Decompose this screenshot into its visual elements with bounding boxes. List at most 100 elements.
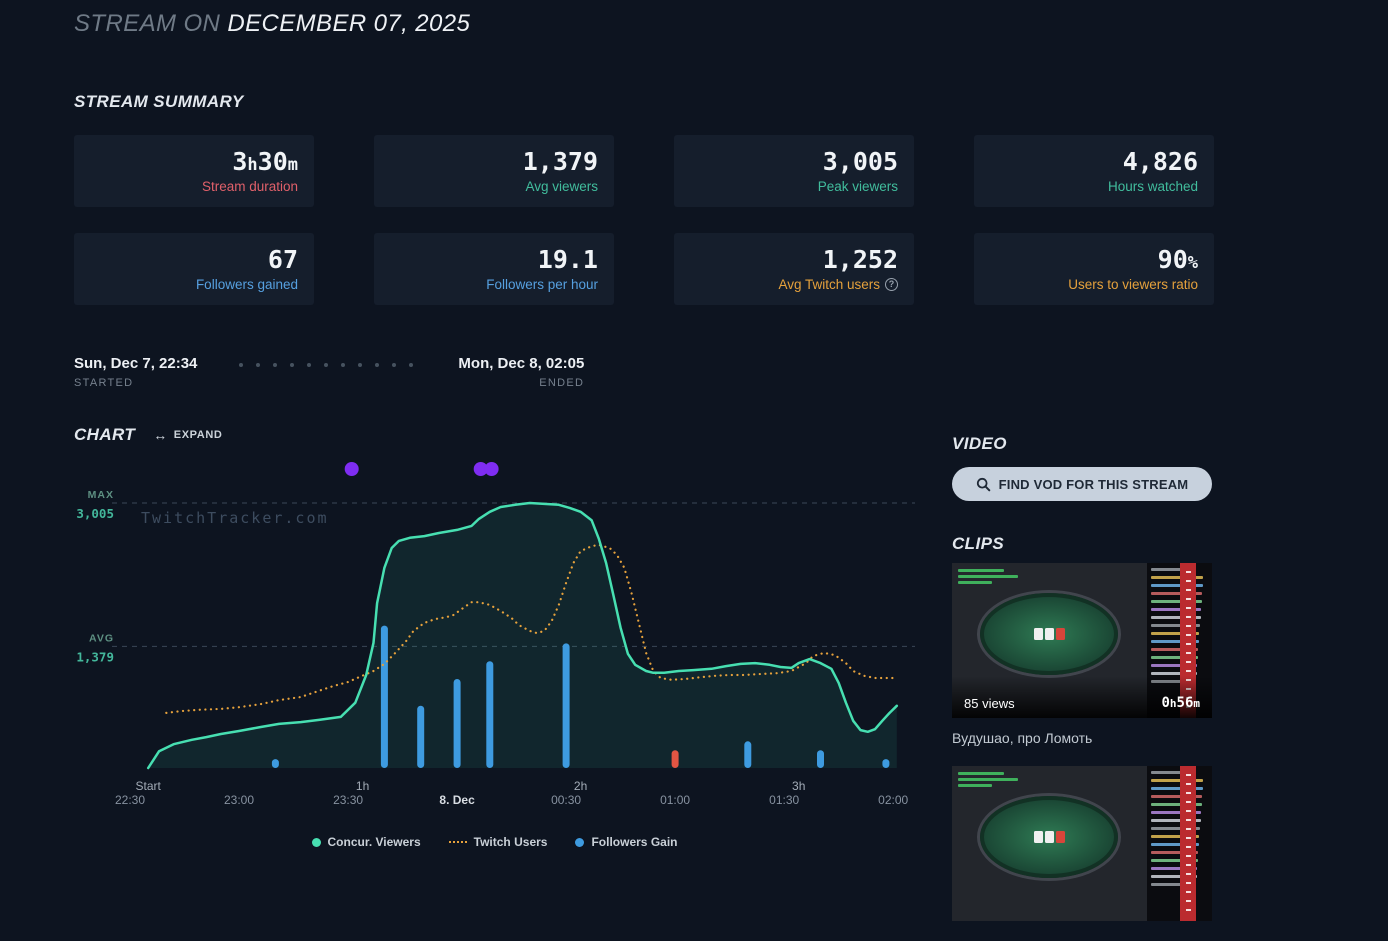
clip-overlay: 85 views 0h56m (952, 676, 1212, 718)
clip-thumbnail[interactable] (952, 766, 1212, 921)
stat-label: Avg viewers (525, 178, 598, 194)
thumb-red-banner (1180, 766, 1196, 921)
session-dots-separator (239, 363, 414, 367)
find-vod-label: FIND VOD FOR THIS STREAM (998, 476, 1189, 492)
legend-label: Followers Gain (591, 835, 678, 849)
legend-dot-swatch (575, 837, 585, 847)
stat-value: 90% (1157, 245, 1198, 275)
followers-bar (744, 741, 752, 768)
viewers-line (146, 501, 899, 770)
info-icon[interactable]: ? (885, 277, 898, 291)
session-started: Sun, Dec 7, 22:34 STARTED (74, 355, 197, 389)
legend-item[interactable]: Concur. Viewers (311, 835, 421, 849)
stream-chart[interactable]: MAX 3,005 AVG 1,379 TwitchTracker.com Start 1h… (74, 453, 915, 833)
page: STREAM ON DECEMBER 07, 2025 STREAM SUMMA… (74, 10, 1214, 941)
stats-grid: 3h30m Stream duration 1,379 Avg viewers 3,00… (74, 135, 1214, 305)
chart-expand-label: EXPAND (173, 429, 223, 441)
followers-bar (486, 661, 494, 768)
stream-event-marker[interactable] (473, 462, 488, 476)
stat-label: Avg Twitch users? (778, 277, 898, 292)
stat-label: Followers per hour (486, 276, 598, 292)
stat-card: 67 Followers gained (74, 233, 314, 305)
clip-title[interactable]: Вудушао, про Ломоть (952, 730, 1093, 746)
video-clips-sidebar: VIDEO FIND VOD FOR THIS STREAM CLIPS 85 … (952, 425, 1212, 941)
expand-arrows-icon: ↔ (153, 427, 168, 443)
stat-value: 67 (267, 245, 298, 275)
stat-label: Users to viewers ratio (1068, 276, 1198, 292)
find-vod-button[interactable]: FIND VOD FOR THIS STREAM (952, 467, 1212, 501)
followers-bar (671, 750, 679, 768)
session-ended: Mon, Dec 8, 02:05 ENDED (458, 355, 584, 389)
x-tick-time: 02:00 (878, 793, 908, 807)
clip-item[interactable]: 85 views 0h56m Вудушао, про Ломоть (952, 563, 1212, 746)
followers-bar (380, 625, 388, 768)
stat-label: Hours watched (1107, 178, 1198, 194)
stat-value: 1,379 (522, 147, 598, 177)
legend-item[interactable]: Twitch Users (448, 835, 548, 849)
session-ended-time: Mon, Dec 8, 02:05 (458, 355, 585, 372)
stat-value: 3h30m (232, 147, 298, 177)
stream-event-marker[interactable] (344, 462, 359, 476)
max-value: 3,005 (76, 506, 114, 521)
x-tick-time: 23:00 (224, 793, 254, 807)
x-tick-time: 23:30 (333, 793, 363, 807)
followers-bar (417, 705, 425, 768)
stat-card: 3h30m Stream duration (74, 135, 314, 207)
stream-event-marker[interactable] (484, 462, 499, 476)
stat-value: 1,252 (822, 245, 898, 275)
avg-label: AVG (89, 632, 114, 644)
clips-heading: CLIPS (952, 534, 1005, 553)
search-icon (976, 477, 990, 491)
clip-thumbnail[interactable]: 85 views 0h56m (952, 563, 1212, 718)
max-label: MAX (88, 489, 114, 501)
chart-header: CHART ↔ EXPAND (74, 425, 915, 445)
page-title: STREAM ON DECEMBER 07, 2025 (74, 10, 1140, 38)
stat-label: Stream duration (201, 178, 298, 194)
stat-value: 4,826 (1122, 147, 1198, 177)
x-tick-time: 00:30 (551, 793, 581, 807)
x-tick-time: 8. Dec (439, 793, 475, 807)
clips-list: 85 views 0h56m Вудушао, про Ломоть (952, 563, 1212, 921)
followers-bar (271, 759, 279, 768)
poker-table-graphic (980, 593, 1118, 675)
avg-value: 1,379 (76, 649, 114, 664)
watermark: TwitchTracker.com (141, 509, 329, 527)
stat-label: Peak viewers (817, 178, 898, 194)
stat-card: 19.1 Followers per hour (374, 233, 614, 305)
legend-item[interactable]: Followers Gain (575, 835, 677, 849)
x-tick-time: 01:30 (769, 793, 799, 807)
legend-dotted-swatch (448, 841, 467, 843)
page-title-prefix: STREAM ON (74, 10, 221, 37)
chart-expand-button[interactable]: ↔ EXPAND (153, 428, 222, 442)
session-started-label: STARTED (74, 377, 134, 389)
page-title-date: DECEMBER 07, 2025 (227, 10, 471, 37)
x-tick-hour: 2h (574, 779, 587, 793)
main-content-row: CHART ↔ EXPAND MAX 3,005 AVG 1,379 TwitchTra… (74, 425, 1212, 941)
x-tick-time: 01:00 (660, 793, 690, 807)
x-tick-hour: 1h (356, 779, 369, 793)
legend-label: Twitch Users (473, 835, 548, 849)
stat-card: 4,826 Hours watched (974, 135, 1214, 207)
chart-legend: Concur. Viewers Twitch Users Followers Gai… (74, 835, 915, 849)
followers-bar (562, 643, 570, 768)
stat-card: 3,005 Peak viewers (674, 135, 914, 207)
x-tick-hour: 3h (792, 779, 805, 793)
thumb-terminal-text (958, 772, 1018, 790)
followers-bar (453, 679, 461, 768)
stat-card: 90% Users to viewers ratio (974, 233, 1214, 305)
stream-summary-heading: STREAM SUMMARY (74, 92, 244, 111)
clip-duration: 0h56m (1161, 695, 1200, 711)
session-started-time: Sun, Dec 7, 22:34 (74, 355, 198, 372)
viewers-area (148, 503, 897, 768)
video-heading: VIDEO (952, 434, 1007, 453)
legend-dot-swatch (311, 837, 321, 847)
twitch-users-line (165, 543, 895, 714)
x-tick-time: 22:30 (115, 793, 145, 807)
poker-table-graphic (980, 796, 1118, 878)
stat-card: 1,252 Avg Twitch users? (674, 233, 914, 305)
followers-bar (817, 750, 824, 768)
chart-section: CHART ↔ EXPAND MAX 3,005 AVG 1,379 TwitchTra… (74, 425, 915, 941)
session-time-row: Sun, Dec 7, 22:34 STARTED Mon, Dec 8, 02… (74, 355, 1140, 389)
clip-item[interactable] (952, 766, 1212, 921)
stat-value: 3,005 (822, 147, 898, 177)
